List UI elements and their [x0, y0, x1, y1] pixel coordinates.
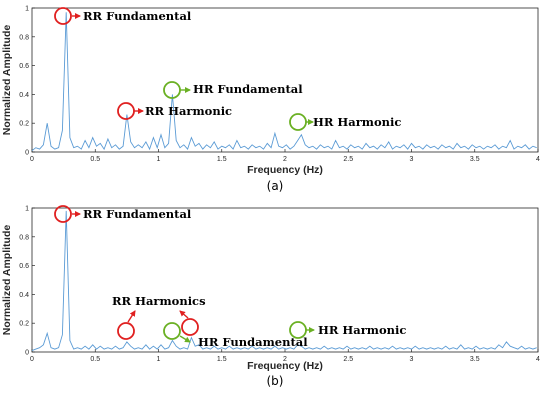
annotation-circle	[117, 102, 135, 120]
annotation-label: RR Fundamental	[83, 207, 192, 221]
annotation-label: RR Fundamental	[83, 9, 192, 23]
panel-label: (a)	[267, 179, 284, 193]
x-tick-label: 1	[157, 356, 161, 363]
x-tick-label: 0	[30, 356, 34, 363]
x-tick-label: 0.5	[90, 156, 100, 163]
plot-frame	[31, 7, 539, 153]
annotation-arrow	[127, 310, 136, 323]
x-tick-label: 4	[536, 356, 540, 363]
y-tick-label: 1	[25, 206, 29, 213]
annotation-arrow	[179, 310, 189, 319]
annotation-label: RR Harmonics	[112, 294, 206, 308]
x-tick-label: 2.5	[343, 356, 353, 363]
annotation-circle	[181, 318, 199, 336]
annotation-label: HR Fundamental	[198, 335, 308, 349]
x-tick-label: 2	[283, 356, 287, 363]
annotation-circle	[54, 7, 72, 25]
y-tick-label: 1	[25, 6, 29, 13]
x-tick-label: 3.5	[470, 156, 480, 163]
x-tick-label: 2	[283, 156, 287, 163]
panel-b: 0 0.5 1 1.5 2 2.5 3 3.5 4 0 0.2 0.4 0.6 0.8 1 Frequency…	[1, 205, 540, 388]
panel-a: 0 0.5 1 1.5 2 2.5 3 3.5 4 0 0.2 0.4 0.6 0.8 1 Frequency…	[1, 6, 540, 194]
x-axis-label: Frequency (Hz)	[247, 164, 323, 176]
x-tick-label: 3	[410, 356, 414, 363]
annotation-label: RR Harmonic	[145, 104, 232, 118]
y-tick-label: 0	[25, 350, 29, 357]
x-tick-label: 2.5	[343, 156, 353, 163]
annotation-arrow	[179, 335, 191, 343]
x-tick-label: 4	[536, 156, 540, 163]
y-tick-label: 0.2	[19, 121, 29, 128]
y-tick-label: 0	[25, 150, 29, 157]
annotation-label: HR Fundamental	[193, 82, 303, 96]
y-tick-label: 0.8	[19, 234, 29, 241]
y-axis-label: Normalized Amplitude	[1, 225, 13, 336]
y-tick-label: 0.6	[19, 263, 29, 270]
plot-frame	[31, 207, 539, 353]
y-tick-label: 0.6	[19, 63, 29, 70]
x-tick-label: 1.5	[217, 356, 227, 363]
annotation-label: HR Harmonic	[313, 115, 401, 129]
y-tick-label: 0.8	[19, 34, 29, 41]
annotation-circle	[54, 205, 72, 223]
annotation-circle	[163, 322, 181, 340]
panel-label: (b)	[267, 374, 284, 388]
x-tick-label: 1.5	[217, 156, 227, 163]
x-tick-label: 0	[30, 156, 34, 163]
y-tick-label: 0.4	[19, 92, 29, 99]
y-tick-label: 0.2	[19, 321, 29, 328]
y-tick-label: 0.4	[19, 292, 29, 299]
x-axis-label: Frequency (Hz)	[247, 360, 323, 372]
series-line	[31, 210, 537, 352]
series-line	[31, 12, 537, 151]
annotation-label: HR Harmonic	[318, 323, 406, 337]
x-tick-label: 1	[157, 156, 161, 163]
x-tick-label: 3.5	[470, 356, 480, 363]
annotation-circle	[289, 113, 307, 131]
y-axis-label: Normalized Amplitude	[1, 25, 13, 136]
annotation-circle	[117, 322, 135, 340]
x-tick-label: 0.5	[90, 356, 100, 363]
x-tick-label: 3	[410, 156, 414, 163]
